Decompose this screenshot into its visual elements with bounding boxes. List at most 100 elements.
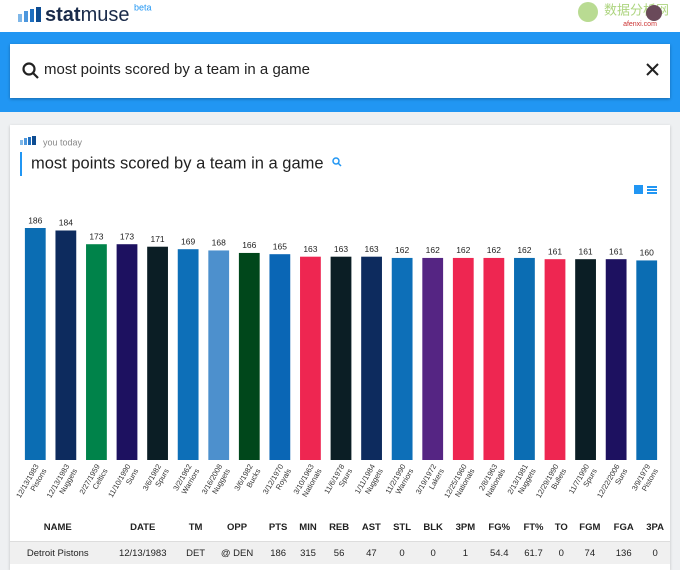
logo-light: muse xyxy=(81,4,130,26)
bar xyxy=(86,244,107,460)
value-label: 161 xyxy=(578,246,592,256)
column-header: AST xyxy=(361,521,381,533)
bar xyxy=(116,244,138,460)
value-label: 162 xyxy=(395,245,409,255)
bar xyxy=(575,259,596,460)
result-card: you today most points scored by a team i… xyxy=(10,125,670,570)
table-row: Detroit Pistons 12/13/1983 DET @ DEN 186 315 5… xyxy=(10,541,670,564)
bar xyxy=(177,249,199,460)
byline: you today xyxy=(43,137,83,147)
avatar[interactable] xyxy=(646,5,662,21)
value-label: 173 xyxy=(89,231,103,241)
column-header: MIN xyxy=(299,521,317,533)
table-cell: 186 xyxy=(262,541,294,564)
search-content: most points scored by a team in a game xyxy=(22,61,659,79)
column-header: OPP xyxy=(227,521,248,533)
table-cell: 136 xyxy=(607,541,641,564)
column-header: FGA xyxy=(613,521,634,533)
value-label: 165 xyxy=(273,241,287,251)
stats-table: NAME DATE TM OPP PTS MIN REB AST STL BLK 3PM FG% FT%… xyxy=(10,513,670,564)
table-cell: 315 xyxy=(293,541,323,564)
table-cell: 56 xyxy=(322,541,356,564)
value-label: 161 xyxy=(548,246,562,256)
column-header: 3PA xyxy=(646,521,664,533)
value-label: 162 xyxy=(426,245,440,255)
column-header: TM xyxy=(188,521,203,533)
column-header: PTS xyxy=(268,521,288,533)
bar xyxy=(391,257,413,460)
value-label: 171 xyxy=(150,234,164,244)
table-cell: Detroit Pistons xyxy=(10,541,106,564)
title-accent xyxy=(20,152,22,176)
column-header: REB xyxy=(329,521,350,533)
column-header: FGM xyxy=(579,521,601,533)
header: statmuse beta 数据分析网 afenxi.com xyxy=(0,0,680,32)
column-header: NAME xyxy=(43,521,72,533)
value-label: 186 xyxy=(28,215,42,225)
table-cell: DET xyxy=(179,541,212,564)
value-label: 161 xyxy=(609,246,623,256)
bar xyxy=(361,256,382,460)
header-bar: statmuse beta 数据分析网 afenxi.com xyxy=(18,2,669,28)
bar xyxy=(147,246,168,460)
table-cell: 0 xyxy=(640,541,670,564)
table-cell: 0 xyxy=(550,541,573,564)
title-search-icon[interactable] xyxy=(332,157,342,167)
bar xyxy=(514,257,535,460)
bar xyxy=(483,257,505,460)
bar xyxy=(55,230,77,460)
card-title: most points scored by a team in a game xyxy=(31,154,324,172)
search-box[interactable]: most points scored by a team in a game xyxy=(10,44,670,98)
value-label: 166 xyxy=(242,240,256,250)
logo-bold: stat xyxy=(45,4,81,26)
bar xyxy=(330,256,352,460)
logo-icon xyxy=(18,7,41,22)
value-label: 169 xyxy=(181,236,195,246)
view-toggle[interactable] xyxy=(634,185,657,194)
logo[interactable]: statmuse xyxy=(45,4,129,26)
beta-tag: beta xyxy=(134,2,152,12)
clear-icon[interactable] xyxy=(646,63,659,76)
value-label: 184 xyxy=(59,218,73,228)
bar xyxy=(452,257,474,460)
value-label: 163 xyxy=(334,244,348,254)
search-icon xyxy=(22,62,39,79)
watermark-site: afenxi.com xyxy=(623,21,657,28)
table-cell: 47 xyxy=(355,541,388,564)
table-cell: 12/13/1983 xyxy=(105,541,180,564)
value-label: 160 xyxy=(640,248,654,258)
column-header: 3PM xyxy=(455,521,476,533)
table-cell: @ DEN xyxy=(211,541,263,564)
search-query[interactable]: most points scored by a team in a game xyxy=(44,61,310,78)
bar xyxy=(24,228,46,460)
value-label: 163 xyxy=(364,244,378,254)
bar xyxy=(300,256,321,460)
column-header: FG% xyxy=(488,521,511,533)
table-cell: 0 xyxy=(387,541,417,564)
table-cell: 61.7 xyxy=(516,541,551,564)
bar xyxy=(422,257,444,460)
table-cell: 0 xyxy=(416,541,450,564)
bar xyxy=(238,252,260,460)
table-cell: 74 xyxy=(572,541,608,564)
column-header: TO xyxy=(554,521,568,533)
column-header: BLK xyxy=(423,521,443,533)
value-label: 173 xyxy=(120,231,134,241)
